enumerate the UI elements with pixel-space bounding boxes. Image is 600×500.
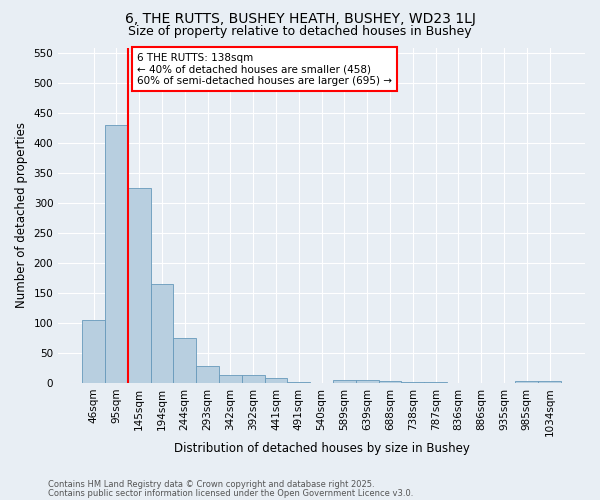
Text: 6 THE RUTTS: 138sqm
← 40% of detached houses are smaller (458)
60% of semi-detac: 6 THE RUTTS: 138sqm ← 40% of detached ho… (137, 52, 392, 86)
Bar (287, 382, 310, 383)
Bar (379, 381, 401, 383)
Bar (196, 366, 219, 383)
Text: 6, THE RUTTS, BUSHEY HEATH, BUSHEY, WD23 1LJ: 6, THE RUTTS, BUSHEY HEATH, BUSHEY, WD23… (125, 12, 475, 26)
X-axis label: Distribution of detached houses by size in Bushey: Distribution of detached houses by size … (173, 442, 470, 455)
Y-axis label: Number of detached properties: Number of detached properties (15, 122, 28, 308)
Bar (128, 188, 151, 383)
Bar (219, 375, 242, 383)
Bar (515, 381, 538, 383)
Text: Contains public sector information licensed under the Open Government Licence v3: Contains public sector information licen… (48, 488, 413, 498)
Bar (424, 382, 447, 383)
Bar (356, 380, 379, 383)
Text: Size of property relative to detached houses in Bushey: Size of property relative to detached ho… (128, 25, 472, 38)
Bar (82, 320, 105, 383)
Text: Contains HM Land Registry data © Crown copyright and database right 2025.: Contains HM Land Registry data © Crown c… (48, 480, 374, 489)
Bar (151, 284, 173, 383)
Bar (173, 338, 196, 383)
Bar (105, 126, 128, 383)
Bar (265, 378, 287, 383)
Bar (538, 380, 561, 383)
Bar (242, 375, 265, 383)
Bar (401, 382, 424, 383)
Bar (333, 380, 356, 383)
